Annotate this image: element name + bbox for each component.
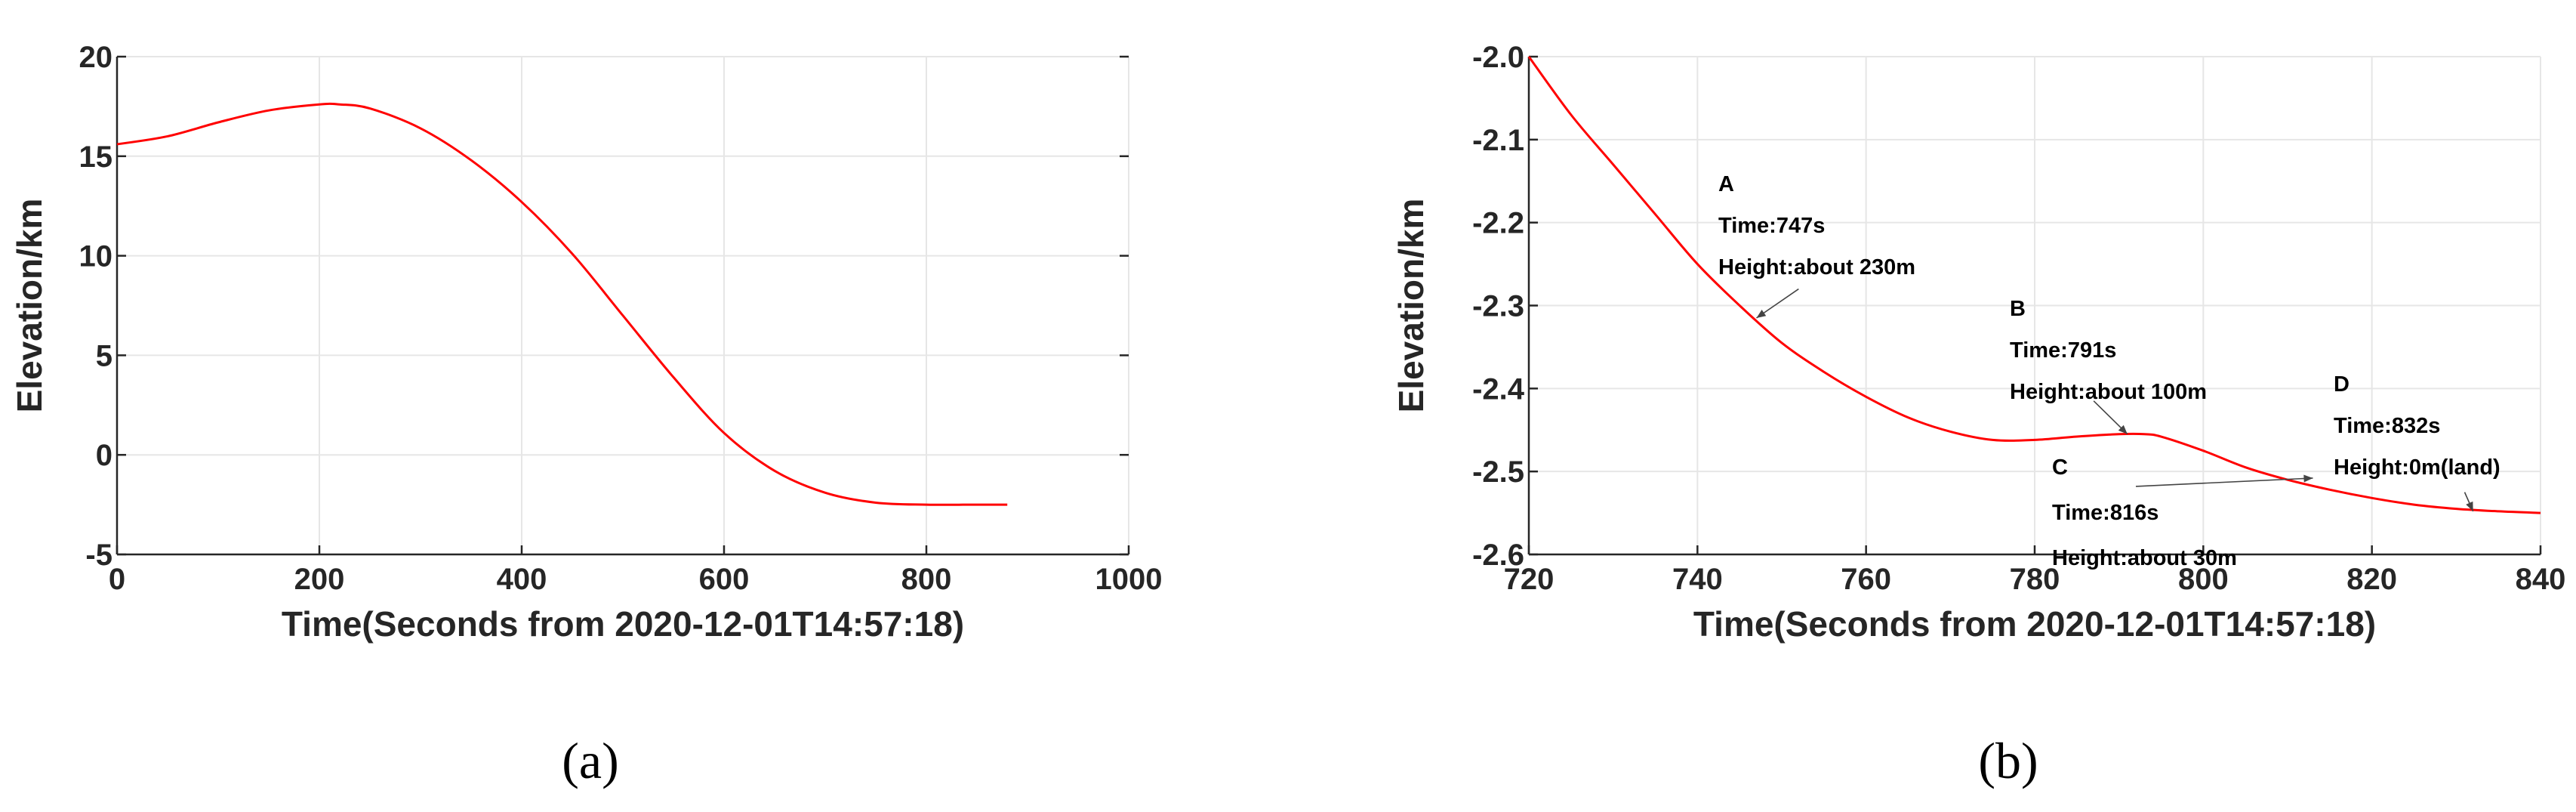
y-tick-label: -2.4 (1472, 372, 1525, 406)
annotation-text: Time:832s (2334, 414, 2440, 438)
annotation-b: B Time:791s Height:about 100m (2010, 297, 2207, 435)
x-tick-label: 600 (699, 563, 750, 596)
panel-label-a: (a) (562, 732, 618, 789)
x-tick-label: 820 (2346, 563, 2397, 596)
y-tick-label: 5 (96, 339, 112, 372)
x-tick-label: 840 (2516, 563, 2566, 596)
annotation-text: C (2052, 455, 2068, 480)
y-tick-label: -2.3 (1472, 290, 1524, 323)
annotation-text: Height:about 30m (2052, 546, 2237, 570)
y-tick-label: -2.1 (1472, 124, 1524, 157)
annotation-text: Time:816s (2052, 501, 2158, 525)
annotation-text: A (1718, 172, 1734, 196)
annotation-d: D Time:832s Height:0m(land) (2334, 372, 2501, 512)
annotation-text: Height:0m(land) (2334, 455, 2501, 480)
annotation-text: Height:about 100m (2010, 380, 2207, 404)
x-tick-label: 760 (1841, 563, 1891, 596)
x-tick-label: 400 (497, 563, 547, 596)
annotation-arrow-head (2303, 474, 2313, 483)
x-tick-label: 0 (109, 563, 125, 596)
annotation-text: Height:about 230m (1718, 255, 1915, 279)
annotation-arrow-head (1756, 310, 1767, 318)
annotation-a: A Time:747s Height:about 230m (1718, 172, 1915, 319)
y-tick-label: 0 (96, 439, 112, 472)
x-tick-label: 800 (901, 563, 952, 596)
x-tick-label: 720 (1504, 563, 1555, 596)
y-tick-label: 10 (79, 240, 113, 273)
y-axis-label: Elevation/km (10, 199, 49, 413)
y-tick-label: 15 (79, 140, 113, 174)
x-tick-label: 800 (2178, 563, 2229, 596)
y-tick-label: -5 (85, 539, 112, 572)
annotation-arrow-head (2466, 501, 2473, 511)
x-axis-label: Time(Seconds from 2020-12-01T14:57:18) (1693, 604, 2376, 644)
panel-label-b: (b) (1978, 732, 2038, 789)
x-tick-label: 200 (294, 563, 345, 596)
annotation-c: C Time:816s Height:about 30m (2052, 455, 2313, 570)
annotation-arrow-shaft (2135, 477, 2313, 487)
series-line (1527, 56, 2541, 514)
x-tick-label: 780 (2010, 563, 2060, 596)
annotation-text: Time:747s (1718, 214, 1825, 238)
x-tick-label: 740 (1672, 563, 1723, 596)
series-line (116, 102, 1008, 506)
annotation-text: Time:791s (2010, 338, 2116, 363)
chart-panel-a: 0 200 400 600 800 1000-505101520Time(Seconds … (10, 41, 1162, 644)
chart-panel-b: 720 740 760 780 800 820 840 -2.6 -2.5 -2.4 -2.3 -2.… (1391, 41, 2565, 644)
y-tick-label: -2.0 (1472, 41, 1524, 74)
x-tick-label: 1000 (1095, 563, 1163, 596)
annotation-text: D (2334, 372, 2350, 397)
y-tick-label: -2.6 (1472, 539, 1524, 572)
y-tick-label: -2.2 (1472, 207, 1524, 240)
y-tick-label: 20 (79, 41, 113, 74)
y-tick-label: -2.5 (1472, 455, 1524, 489)
annotation-text: B (2010, 297, 2026, 321)
x-axis-label: Time(Seconds from 2020-12-01T14:57:18) (282, 604, 964, 644)
y-axis-label: Elevation/km (1391, 199, 1431, 413)
annotation-arrow-head (2118, 425, 2128, 434)
